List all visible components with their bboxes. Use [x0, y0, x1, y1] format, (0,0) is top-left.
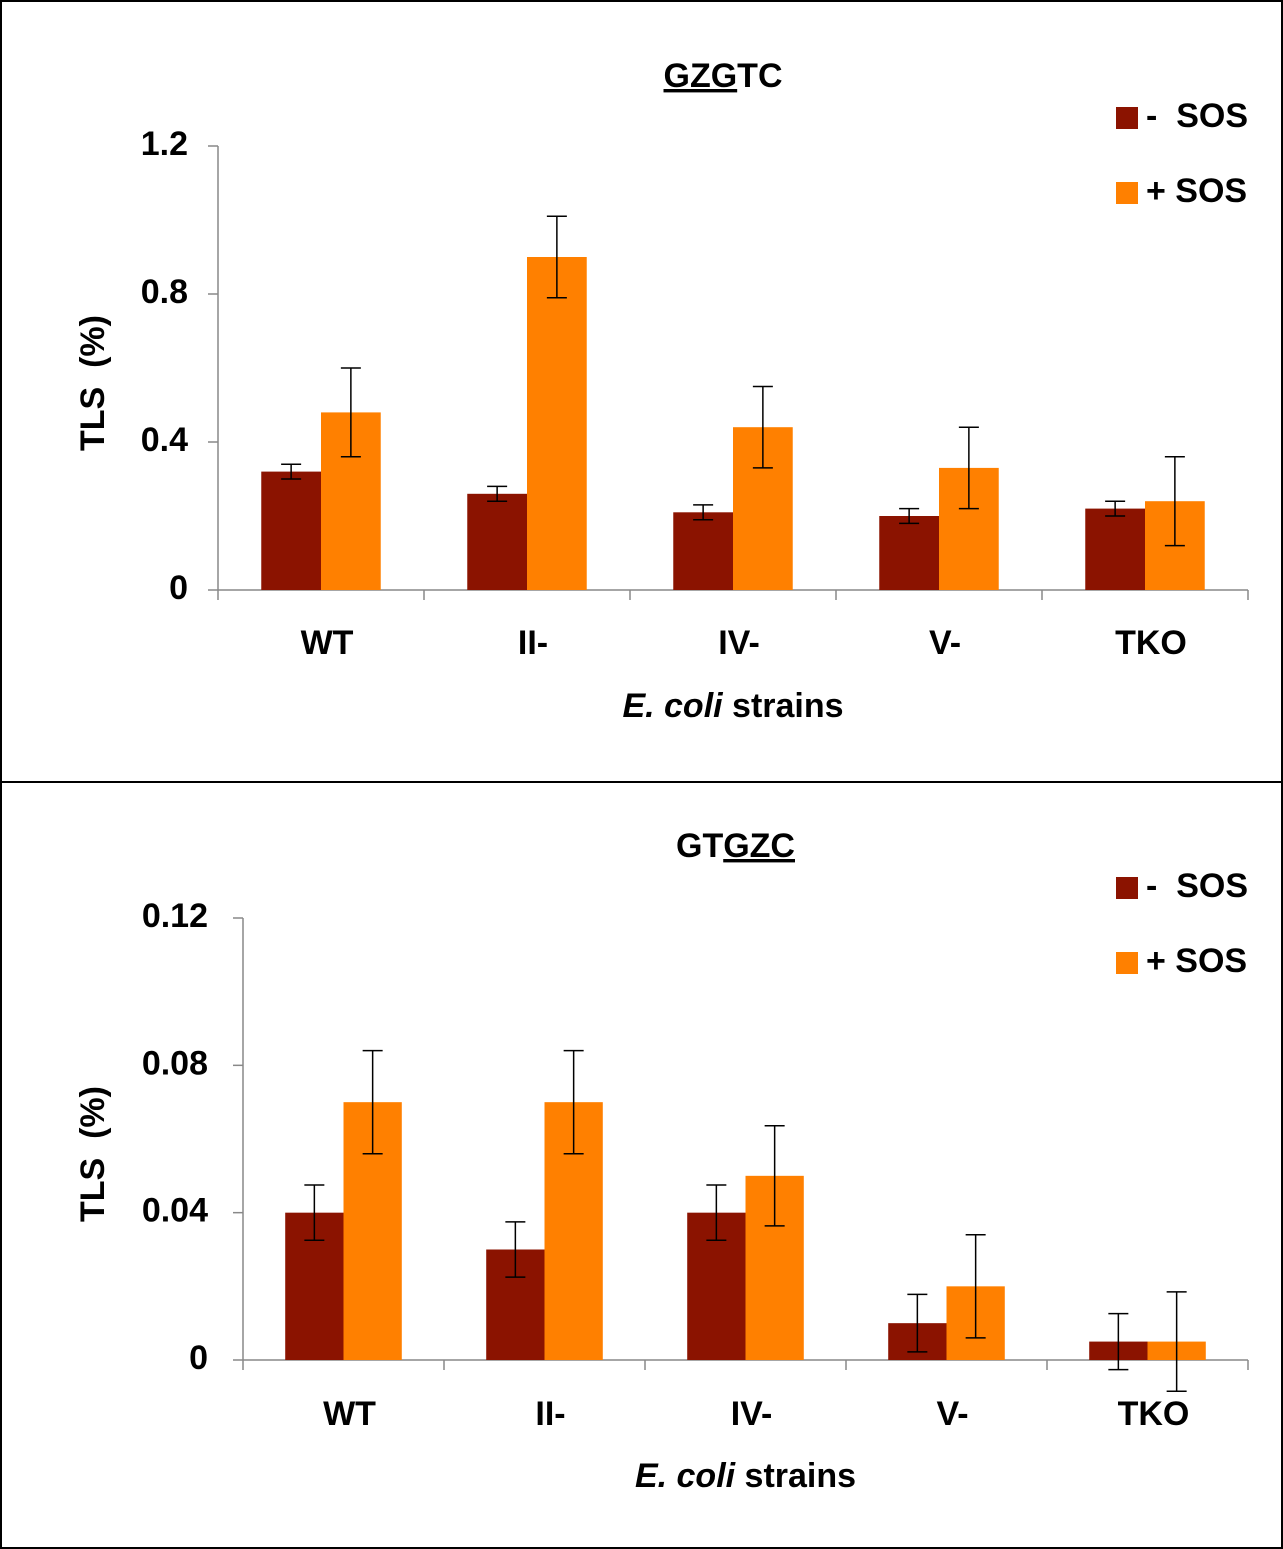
legend-swatch — [1116, 107, 1138, 129]
x-label-part: E. coli — [635, 1457, 737, 1495]
x-tick-label: IV- — [718, 624, 760, 662]
y-tick-label: 0.4 — [141, 421, 188, 459]
error-bar — [764, 1124, 785, 1227]
legend-label: + SOS — [1146, 172, 1247, 210]
error-bar — [752, 385, 773, 469]
error-bar — [281, 463, 302, 480]
title-part: GZC — [723, 827, 795, 865]
y-tick-label: 0 — [189, 1339, 208, 1377]
legend-swatch — [1116, 877, 1138, 899]
x-axis-label: E. coli strains — [635, 1457, 856, 1495]
x-tick-label: WT — [323, 1395, 376, 1433]
y-tick-label: 0.04 — [142, 1192, 208, 1230]
title-part: GT — [676, 827, 723, 865]
x-tick-label: TKO — [1118, 1395, 1190, 1433]
x-tick-label: V- — [936, 1395, 968, 1433]
x-tick-label: TKO — [1115, 624, 1187, 662]
bar — [467, 493, 527, 590]
error-bar — [304, 1184, 325, 1242]
error-bar — [706, 1184, 727, 1242]
legend-label: - SOS — [1146, 867, 1248, 905]
error-bar — [1166, 1291, 1187, 1393]
error-bar — [907, 1293, 928, 1353]
y-tick-label: 0.12 — [142, 897, 208, 935]
title-part: GZG — [664, 57, 738, 95]
x-label-part: strains — [723, 687, 844, 725]
x-tick-label: WT — [301, 624, 354, 662]
y-tick-label: 0.8 — [141, 273, 188, 311]
y-axis-label: TLS (%) — [74, 315, 112, 451]
y-tick-label: 1.2 — [141, 125, 188, 163]
error-bar — [958, 426, 979, 510]
error-bar — [505, 1221, 526, 1278]
legend-swatch — [1116, 182, 1138, 204]
title-part: TC — [737, 57, 782, 95]
chart-title: GTGZC — [676, 827, 795, 865]
x-label-part: strains — [735, 1457, 856, 1495]
bar — [261, 471, 321, 590]
error-bar — [1164, 456, 1185, 547]
y-tick-label: 0.08 — [142, 1044, 208, 1082]
bar — [1085, 508, 1145, 590]
error-bar — [1108, 1312, 1129, 1371]
bar — [527, 257, 587, 590]
x-tick-label: II- — [518, 624, 548, 662]
legend-label: + SOS — [1146, 942, 1247, 980]
error-bar — [362, 1049, 383, 1155]
bar — [673, 512, 733, 590]
error-bar — [693, 504, 714, 521]
error-bar — [899, 507, 920, 525]
x-label-part: E. coli — [622, 687, 724, 725]
error-bar — [563, 1049, 584, 1155]
error-bar — [546, 215, 567, 299]
x-tick-label: V- — [929, 624, 961, 662]
y-tick-label: 0 — [169, 569, 188, 607]
legend-label: - SOS — [1146, 97, 1248, 135]
error-bar — [340, 367, 361, 458]
legend-swatch — [1116, 952, 1138, 974]
error-bar — [1105, 500, 1126, 517]
error-bar — [965, 1234, 986, 1339]
bar — [879, 516, 939, 590]
error-bar — [487, 485, 508, 502]
chart-title: GZGTC — [664, 57, 783, 95]
y-axis-label: TLS (%) — [74, 1086, 112, 1222]
x-tick-label: IV- — [731, 1395, 773, 1433]
x-tick-label: II- — [535, 1395, 565, 1433]
x-axis-label: E. coli strains — [622, 687, 843, 725]
